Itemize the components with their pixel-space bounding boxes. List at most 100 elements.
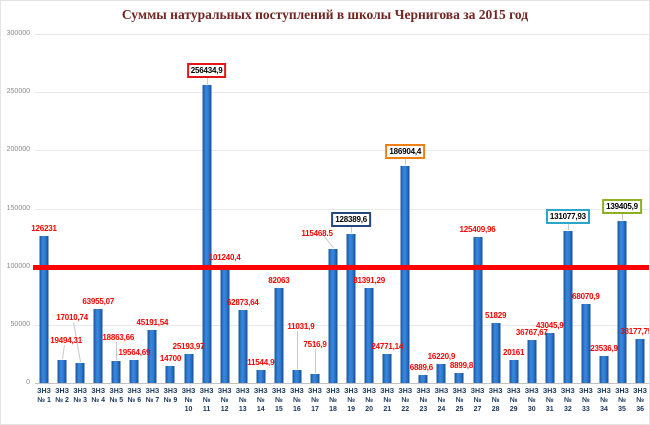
x-tick-label: ЗНЗ № 31 [542,388,557,413]
bar [111,361,121,383]
bar [473,237,483,383]
x-tick-label: ЗНЗ № 35 [615,388,629,413]
gridline [35,324,649,326]
x-tick-label: ЗНЗ № 32 [560,388,575,413]
bar-value-label: 68070,9 [572,292,600,301]
bar [364,288,374,383]
label-leader-line [567,223,569,230]
x-tick-label: ЗНЗ № 25 [452,388,467,413]
bar-value-label: 45191,54 [136,318,169,327]
bar [617,221,627,383]
x-tick-label: ЗНЗ № 34 [597,388,611,413]
bar-group: 25193,97 [173,34,205,383]
bar-group: 115468.5 [301,34,342,383]
y-tick-label: 100000 [6,262,30,270]
bar-group: 45191,54 [137,34,168,383]
bar-group: 7516,9 [303,34,327,383]
bar [418,375,428,383]
bar-value-label: 81391,29 [353,276,386,285]
bar [238,310,248,383]
bar-group: 36767,67 [516,34,548,383]
x-tick-label: ЗНЗ № 10 [181,388,196,413]
bar-group: 125409,96 [460,34,496,383]
bar-value-label: 115468.5 [301,229,333,238]
x-tick-label: ЗНЗ № 12 [217,388,232,413]
y-tick-label: 250000 [6,88,30,96]
bar [328,249,338,383]
gridline [35,92,649,94]
bar-group: 20161 [503,34,525,383]
bar-value-label-highlighted: 139405,9 [602,199,642,214]
y-tick-label: 300000 [6,30,30,37]
x-tick-label: ЗНЗ № 14 [253,388,268,413]
bar-value-label: 82063 [268,276,290,285]
bar-value-label: 14700 [159,354,182,363]
bar-value-label: 20161 [503,348,525,357]
x-tick-label: ЗНЗ № 33 [578,388,593,413]
x-tick-label: ЗНЗ № 22 [398,388,413,413]
bar [165,366,175,383]
bar-value-label: 101240,4 [208,253,241,262]
bar-value-label: 25193,97 [172,342,205,351]
x-tick-label: ЗНЗ № 16 [289,388,304,413]
bar-group: 38177,75 [620,34,649,383]
x-tick-label: ЗНЗ № 6 [127,388,142,404]
y-tick-label: 200000 [6,146,30,154]
bar-value-label: 11544,9 [247,358,275,367]
chart-title: Суммы натуральных поступлений в школы Че… [121,7,529,22]
bar-value-label: 18863,66 [102,333,135,342]
bar [454,373,464,383]
x-tick-label: ЗНЗ № 36 [633,388,647,413]
bar [292,370,302,383]
bar-value-label: 23536,9 [590,344,618,353]
bar-group: 62873,64 [227,34,259,383]
x-tick-label: ЗНЗ № 1 [37,388,51,404]
x-tick-label: ЗНЗ № 17 [308,388,322,413]
bar-group: 82063 [268,34,290,383]
bar-group: 186904,4 [385,34,426,383]
x-tick-label: ЗНЗ № 7 [145,388,160,404]
bar-group: 128389,6 [331,34,371,383]
bar-group: 11544,9 [247,34,275,383]
bar [509,360,519,383]
bar [635,339,645,383]
bar-group: 126231 [31,34,57,383]
x-tick-label: ЗНЗ № 23 [416,388,431,413]
bar-value-label: 43045,9 [536,321,564,330]
bar [436,364,446,383]
bar-value-label: 62873,64 [226,298,259,307]
bar-group: 68070,9 [572,34,600,383]
bar [274,288,284,383]
bar-value-label: 16220,9 [427,352,456,361]
bar [220,265,230,383]
bar-group: 11031,9 [287,34,315,383]
x-tick-label: ЗНЗ № 19 [344,388,358,413]
x-tick-label: ЗНЗ № 29 [506,388,521,413]
bar-value-label: 17010,74 [56,313,89,322]
bar-value-label: 11031,9 [287,322,315,331]
bar [491,323,501,383]
x-tick-label: ЗНЗ № 28 [488,388,503,413]
bar [382,354,392,383]
x-tick-label: ЗНЗ № 13 [235,388,250,413]
bar [599,356,609,383]
label-leader-line [296,331,298,369]
bar-group: 139405,9 [602,34,642,383]
bar [563,231,573,383]
bar [93,309,103,383]
plot-area: 126231 19494,31 17010,74 63955,07 18863,66 19… [31,34,649,384]
bar-value-label: 125409,96 [459,225,496,234]
bar [57,360,67,383]
bar-group: 19564,69 [118,34,150,383]
bars-container: 126231 19494,31 17010,74 63955,07 18863,66 19… [31,34,649,383]
reference-line [33,264,649,270]
x-tick-label: ЗНЗ № 15 [271,388,286,413]
bar [545,333,555,383]
x-tick-label: ЗНЗ № 24 [434,388,449,413]
x-tick-label: ЗНЗ № 21 [380,388,395,413]
bar [310,374,320,383]
label-leader-line [622,213,624,220]
bar-value-label: 19564,69 [118,348,151,357]
bar-value-label-highlighted: 186904,4 [385,144,426,159]
